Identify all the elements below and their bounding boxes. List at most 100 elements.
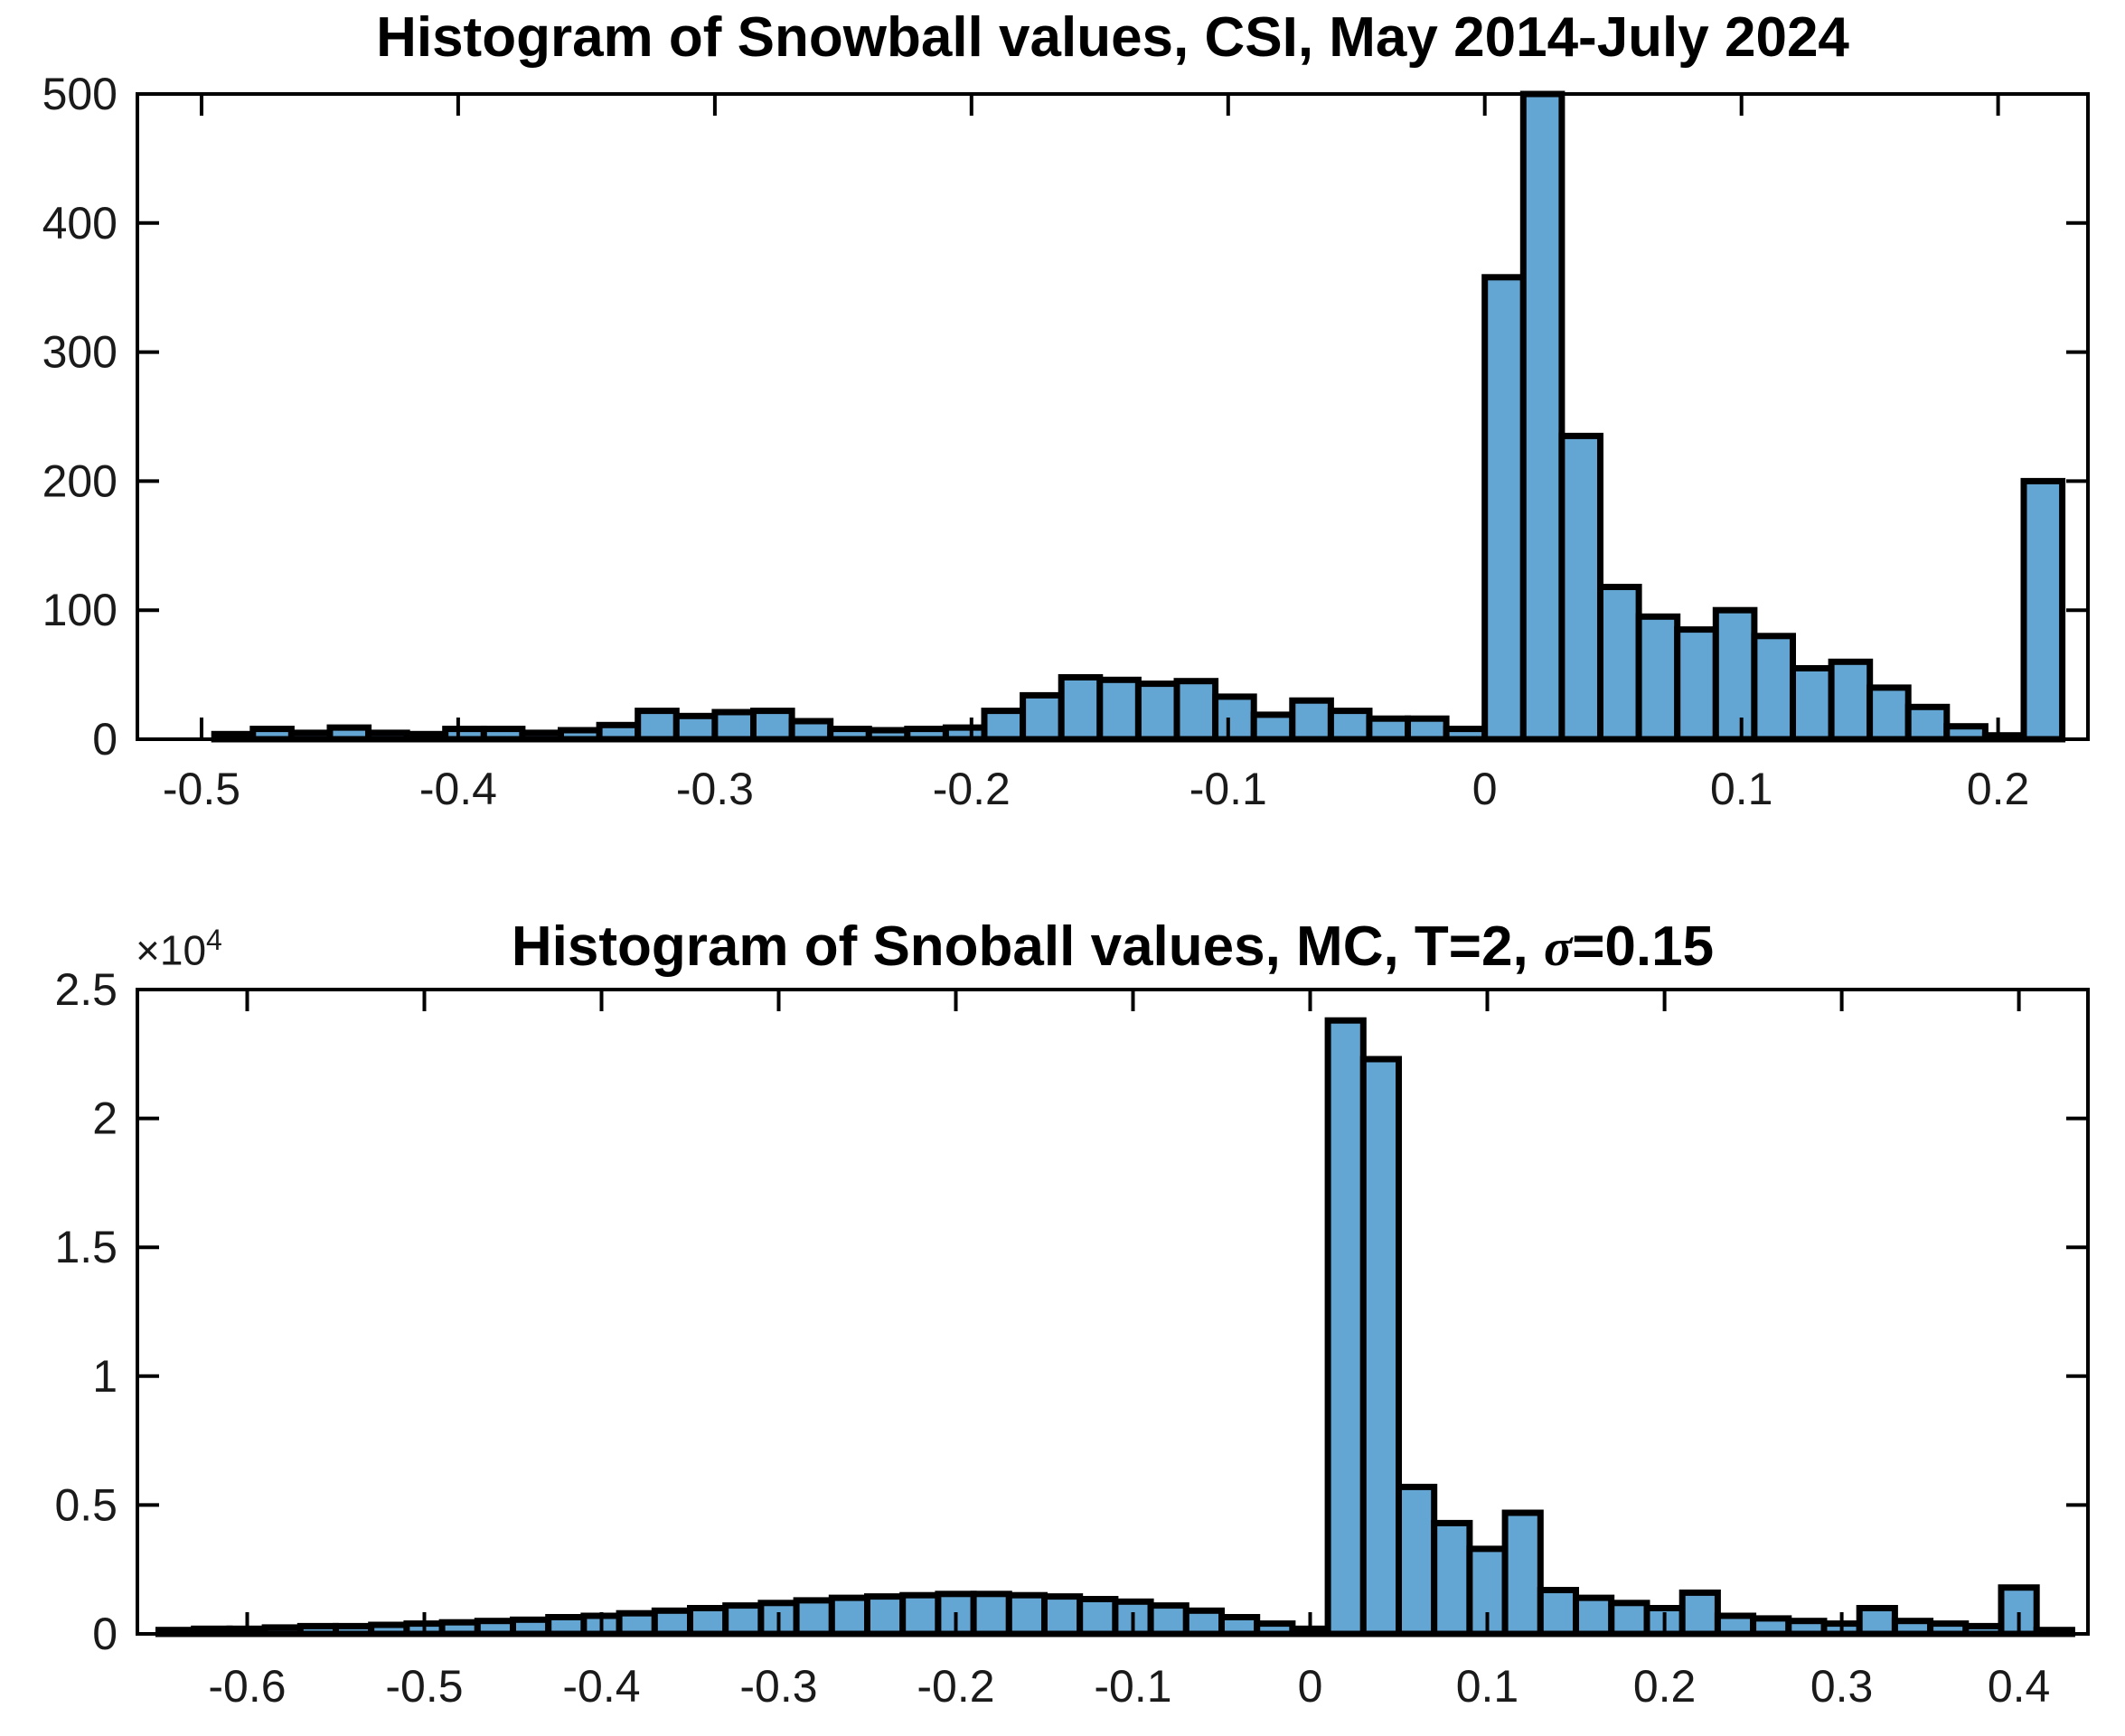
histogram-bar <box>1041 1593 1084 1637</box>
histogram-bar <box>1904 703 1951 743</box>
histogram-bar <box>864 1593 907 1637</box>
y-tick-label: 2 <box>92 1093 118 1144</box>
x-tick-label: -0.5 <box>385 1661 463 1712</box>
histogram-bar <box>1218 1614 1261 1637</box>
x-tick-label: 0.1 <box>1456 1661 1519 1712</box>
y-tick-label: 500 <box>42 69 118 119</box>
x-tick-label: -0.4 <box>419 764 497 814</box>
y-tick-label: 1 <box>92 1351 118 1402</box>
exponent-power: 4 <box>206 924 222 956</box>
histogram-bar <box>672 712 719 743</box>
histogram-bar <box>596 721 642 743</box>
histogram-bar <box>1501 1509 1544 1637</box>
top-title-text: Histogram of Snowball values, CSI, May 2… <box>376 6 1849 69</box>
histogram-bar <box>750 708 795 743</box>
histogram-bar <box>793 1597 835 1637</box>
bottom-title-suffix: =0.15 <box>1572 915 1715 978</box>
histogram-bar <box>1519 90 1566 743</box>
histogram-bar <box>2020 477 2066 743</box>
histogram-bar <box>1134 680 1180 743</box>
histogram-bar <box>1405 715 1450 743</box>
histogram-bar <box>1712 606 1758 743</box>
histogram-bar <box>1147 1602 1189 1637</box>
histogram-bar <box>722 1602 765 1637</box>
histogram-bar <box>1289 697 1334 743</box>
y-tick-label: 300 <box>42 327 118 378</box>
x-tick-label: -0.4 <box>562 1661 640 1712</box>
x-tick-label: -0.3 <box>739 1661 817 1712</box>
histogram-bar <box>545 1614 588 1637</box>
axes-box <box>136 988 2090 1636</box>
histogram-bar <box>1182 1607 1226 1637</box>
histogram-bar <box>1891 1618 1934 1637</box>
histogram-bar <box>1537 1587 1580 1637</box>
histogram-bar <box>1324 1017 1367 1637</box>
histogram-bar <box>1635 613 1681 743</box>
histogram-bar <box>651 1607 693 1637</box>
y-tick-label: 400 <box>42 198 118 249</box>
histogram-bar <box>1856 1605 1898 1637</box>
y-tick-label: 0 <box>92 1609 118 1659</box>
x-tick-label: -0.3 <box>676 764 754 814</box>
histogram-bar <box>1327 708 1373 743</box>
histogram-bar <box>1396 1483 1438 1637</box>
histogram-bar <box>1751 633 1797 743</box>
histogram-bar <box>970 1591 1012 1637</box>
histogram-bar <box>1714 1612 1757 1637</box>
x-tick-label: 0.2 <box>1967 764 2030 814</box>
histogram-bar <box>1790 665 1835 743</box>
x-tick-label: -0.1 <box>1094 1661 1171 1712</box>
x-tick-label: 0.2 <box>1633 1661 1697 1712</box>
x-tick-label: 0.1 <box>1710 764 1773 814</box>
y-tick-label: 200 <box>42 455 118 506</box>
x-tick-label: 0.4 <box>1988 1661 2051 1712</box>
top-histogram-title: Histogram of Snowball values, CSI, May 2… <box>137 5 2088 70</box>
histogram-bar <box>1212 693 1257 743</box>
x-tick-label: -0.5 <box>163 764 240 814</box>
histogram-bar <box>1250 711 1296 743</box>
sigma-symbol: σ <box>1543 918 1573 977</box>
x-tick-label: 0 <box>1298 1661 1323 1712</box>
histogram-bar <box>1674 626 1719 743</box>
histogram-bar <box>899 1591 942 1637</box>
x-tick-label: -0.2 <box>917 1661 994 1712</box>
histogram-bar <box>1096 676 1142 743</box>
y-tick-label: 1.5 <box>54 1222 118 1272</box>
x-tick-label: -0.2 <box>933 764 1011 814</box>
histogram-bar <box>1173 678 1219 743</box>
histogram-bar <box>1608 1600 1650 1637</box>
histogram-bar <box>510 1616 552 1637</box>
histogram-bar <box>1058 674 1104 743</box>
histogram-bar <box>1481 274 1527 743</box>
bottom-title-prefix: Histogram of Snoball values, MC, T=2, <box>511 915 1544 978</box>
y-tick-label: 0.5 <box>54 1479 118 1530</box>
histogram-bar <box>828 1594 870 1637</box>
histogram-bar <box>788 718 834 743</box>
y-axis-exponent-label: ×104 <box>136 924 222 974</box>
y-tick-label: 2.5 <box>54 964 118 1015</box>
histogram-bar <box>1366 715 1412 743</box>
histogram-bar <box>1785 1618 1828 1637</box>
y-tick-label: 0 <box>92 714 118 765</box>
histogram-bar <box>616 1609 658 1637</box>
histogram-bar <box>1005 1591 1048 1637</box>
x-tick-label: -0.1 <box>1189 764 1267 814</box>
histogram-bar <box>1866 684 1912 743</box>
histogram-bar <box>474 1618 516 1637</box>
histogram-bar <box>1558 432 1604 743</box>
histogram-bar <box>1077 1596 1119 1637</box>
histogram-bar <box>1359 1056 1403 1637</box>
histogram-bar <box>1943 723 1989 743</box>
x-tick-label: -0.6 <box>208 1661 286 1712</box>
y-tick-label: 100 <box>42 585 118 635</box>
histogram-bar <box>1597 584 1642 743</box>
axes-box <box>136 92 2090 741</box>
histogram-bar <box>687 1605 729 1637</box>
histogram-bar <box>635 708 680 743</box>
histogram-bar <box>1573 1594 1615 1637</box>
x-tick-label: 0.3 <box>1810 1661 1874 1712</box>
histogram-bar <box>981 708 1027 743</box>
histogram-bar <box>1431 1519 1473 1637</box>
